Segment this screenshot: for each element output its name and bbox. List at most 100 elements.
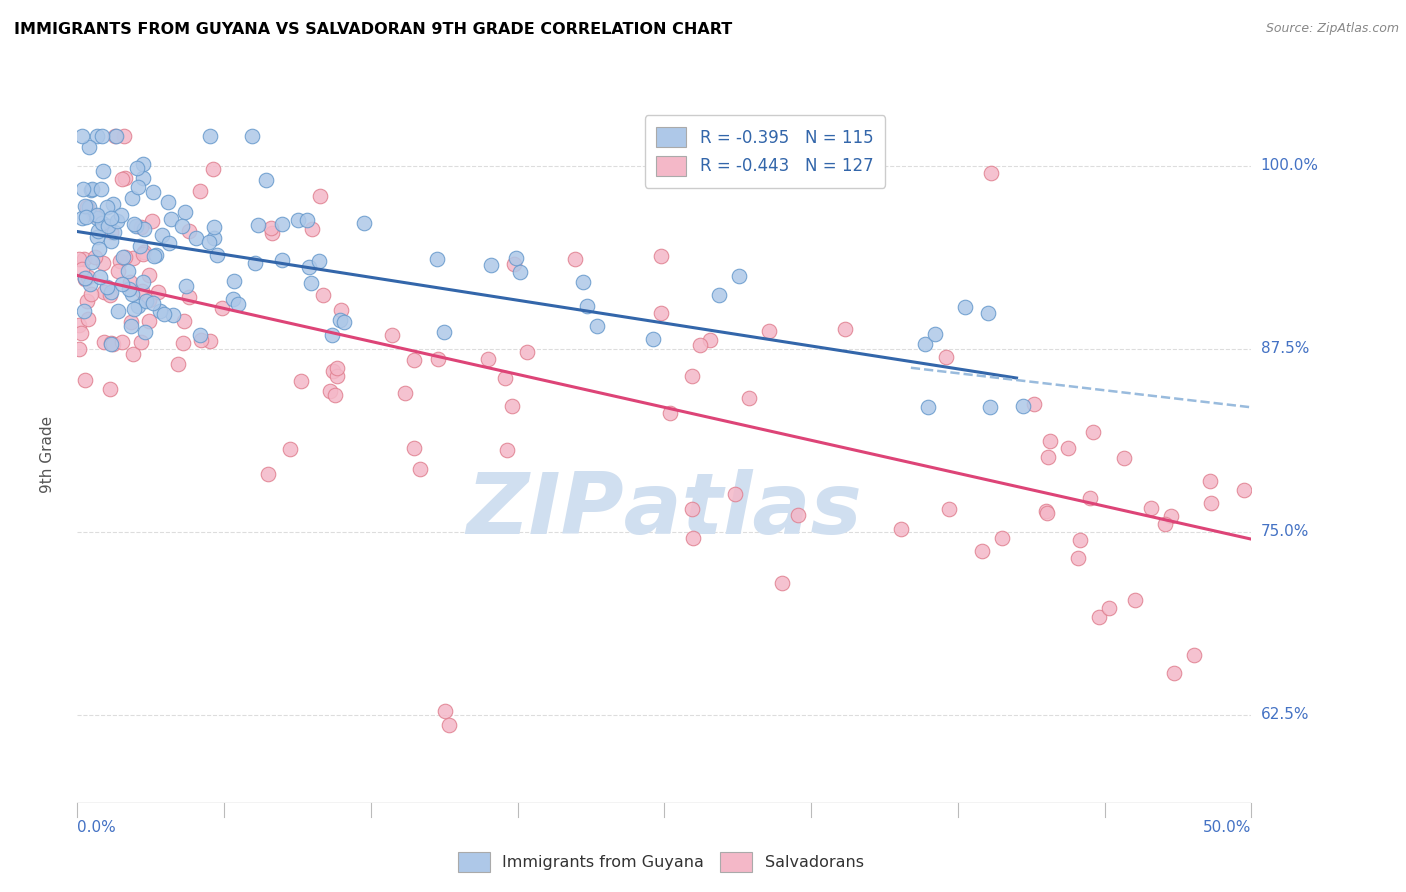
Point [131, 171, 153, 186]
Point [100, 234, 122, 248]
Point [132, 275, 155, 289]
Point [496, 443, 519, 458]
Point [107, 264, 129, 278]
Point [682, 532, 704, 546]
Point [100, 211, 122, 225]
Point [724, 487, 747, 501]
Point [89, 242, 111, 256]
Point [333, 315, 356, 329]
Point [120, 315, 142, 329]
Point [575, 300, 598, 314]
Point [290, 375, 312, 389]
Point [131, 220, 153, 235]
Point [134, 325, 156, 339]
Point [427, 351, 450, 366]
Point [132, 245, 155, 260]
Point [156, 195, 179, 210]
Point [321, 327, 343, 342]
Point [707, 288, 730, 302]
Point [128, 238, 150, 252]
Point [991, 531, 1014, 545]
Point [240, 129, 263, 144]
Legend: R = -0.395   N = 115, R = -0.443   N = 127: R = -0.395 N = 115, R = -0.443 N = 127 [644, 115, 884, 187]
Point [73, 303, 96, 318]
Point [96, 280, 118, 294]
Point [222, 293, 245, 307]
Point [270, 253, 292, 268]
Point [93, 334, 115, 349]
Point [586, 318, 609, 333]
Point [142, 185, 165, 199]
Point [124, 302, 146, 317]
Point [104, 129, 127, 144]
Point [75, 211, 97, 225]
Point [914, 336, 936, 351]
Point [1199, 474, 1222, 488]
Point [935, 350, 957, 364]
Point [202, 219, 225, 234]
Point [91, 164, 114, 178]
Point [938, 501, 960, 516]
Point [202, 161, 225, 176]
Point [1056, 441, 1078, 455]
Point [82, 255, 104, 269]
Point [432, 325, 454, 339]
Point [70, 129, 93, 144]
Point [245, 256, 267, 270]
Point [699, 333, 721, 347]
Point [114, 171, 136, 186]
Point [120, 319, 142, 334]
Point [509, 265, 531, 279]
Point [67, 318, 90, 333]
Point [979, 401, 1001, 415]
Point [89, 270, 111, 285]
Point [72, 181, 94, 195]
Point [70, 211, 93, 226]
Point [681, 368, 703, 383]
Point [111, 277, 134, 291]
Point [977, 306, 1000, 320]
Text: 0.0%: 0.0% [77, 821, 117, 836]
Point [308, 253, 330, 268]
Point [75, 271, 97, 285]
Point [132, 247, 155, 261]
Text: Source: ZipAtlas.com: Source: ZipAtlas.com [1265, 22, 1399, 36]
Point [86, 229, 108, 244]
Point [103, 197, 125, 211]
Point [132, 156, 155, 170]
Point [200, 129, 222, 144]
Point [1035, 504, 1057, 518]
Point [503, 257, 526, 271]
Point [501, 399, 523, 413]
Point [1039, 434, 1062, 449]
Point [260, 226, 283, 240]
Point [205, 248, 228, 262]
Point [98, 382, 121, 396]
Point [110, 208, 132, 222]
Point [141, 214, 163, 228]
Point [172, 336, 194, 351]
Point [299, 276, 322, 290]
Point [287, 213, 309, 227]
Point [758, 324, 780, 338]
Point [190, 334, 212, 348]
Point [198, 334, 221, 348]
Point [129, 335, 152, 350]
Point [108, 254, 131, 268]
Point [73, 271, 96, 285]
Point [91, 256, 114, 270]
Point [202, 231, 225, 245]
Point [917, 401, 939, 415]
Text: ZIP​atlas: ZIP​atlas [467, 469, 862, 552]
Point [1069, 533, 1091, 547]
Point [76, 294, 98, 309]
Point [179, 290, 201, 304]
Point [1199, 496, 1222, 510]
Point [83, 208, 105, 222]
Point [1112, 451, 1135, 466]
Point [890, 522, 912, 536]
Point [323, 388, 346, 402]
Text: 50.0%: 50.0% [1204, 821, 1251, 836]
Point [111, 334, 134, 349]
Point [153, 307, 176, 321]
